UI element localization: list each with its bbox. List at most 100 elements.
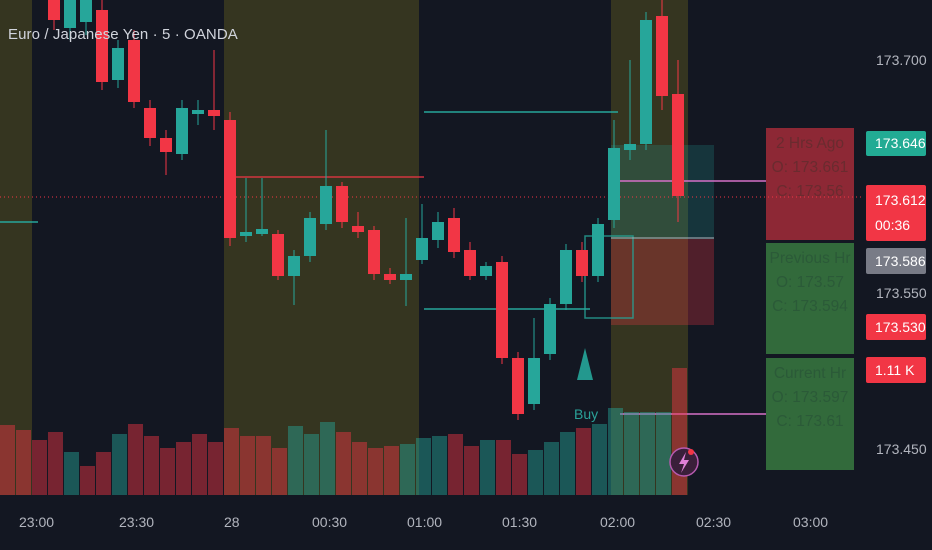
candle-body — [112, 48, 124, 80]
candles — [48, 0, 684, 420]
candlestick-chart[interactable] — [0, 0, 862, 495]
volume-bar — [608, 408, 623, 495]
candle-body — [64, 0, 76, 28]
volume-bar — [464, 446, 479, 495]
session-band — [224, 0, 419, 495]
candle-body — [400, 274, 412, 280]
candle-body — [48, 0, 60, 20]
volume-bar — [144, 436, 159, 495]
candle-body — [416, 238, 428, 260]
volume-bar — [496, 440, 511, 495]
volume-bar — [624, 412, 639, 495]
time-label: 00:30 — [312, 514, 348, 530]
info-box-2hrs-ago: 2 Hrs Ago O: 173.661 C: 173.56 — [766, 128, 854, 240]
candle-body — [240, 232, 252, 236]
volume-bar — [80, 466, 95, 495]
box-open: O: 173.57 — [775, 274, 845, 291]
candle-body — [288, 256, 300, 276]
volume-bar — [592, 424, 607, 495]
volume-bar — [240, 436, 255, 495]
lightning-icon[interactable] — [669, 447, 699, 477]
candle-body — [544, 304, 556, 354]
price-tag-low: 173.530 — [866, 314, 926, 340]
volume-bar — [304, 434, 319, 495]
volume-bar — [256, 436, 271, 495]
session-band — [0, 0, 32, 495]
volume-bar — [288, 426, 303, 495]
buy-arrow-icon — [577, 348, 593, 380]
volume-bar — [64, 452, 79, 495]
candle-body — [384, 274, 396, 280]
candle-body — [128, 40, 140, 102]
price-tag-high: 173.646 — [866, 131, 926, 156]
volume-bar — [224, 428, 239, 495]
candle-body — [464, 250, 476, 276]
volume-bar — [192, 434, 207, 495]
time-label: 28 — [224, 514, 240, 530]
candle-body — [448, 218, 460, 252]
candle-body — [256, 229, 268, 234]
price-axis[interactable] — [862, 0, 932, 495]
box-open: O: 173.661 — [771, 159, 849, 176]
candle-body — [560, 250, 572, 304]
candle-body — [528, 358, 540, 404]
range-box-early — [584, 235, 634, 319]
range-box-prev2 — [611, 239, 714, 325]
candle-body — [272, 234, 284, 276]
info-box-previous-hr: Previous Hr O: 173.57 C: 173.594 — [766, 243, 854, 354]
volume-bar — [16, 430, 31, 495]
volume-bar — [0, 425, 15, 495]
info-box-current-hr: Current Hr O: 173.597 C: 173.61 — [766, 358, 854, 470]
candle-body — [80, 0, 92, 22]
volume-bar — [384, 446, 399, 495]
time-label: 23:00 — [19, 514, 55, 530]
volume-bar — [272, 448, 287, 495]
box-title: Current Hr — [773, 365, 847, 382]
time-label: 01:00 — [407, 514, 443, 530]
price-tag-current: 173.612 00:36 — [866, 185, 926, 241]
volume-bar — [656, 412, 671, 495]
buy-signal-label: Buy — [574, 406, 599, 422]
chart-title: Euro / Japanese Yen · 5 · OANDA — [8, 26, 238, 43]
price-label: 173.450 — [876, 441, 927, 457]
candle-body — [624, 144, 636, 150]
time-label: 23:30 — [119, 514, 155, 530]
candle-body — [656, 16, 668, 96]
candle-body — [224, 120, 236, 238]
time-label: 01:30 — [502, 514, 538, 530]
volume-bar — [352, 442, 367, 495]
volume-bar — [480, 440, 495, 495]
volume-bar — [528, 450, 543, 495]
time-label: 03:00 — [793, 514, 829, 530]
volume-bar — [160, 448, 175, 495]
volume-bar — [512, 454, 527, 495]
candle-body — [208, 110, 220, 116]
candle-body — [176, 108, 188, 154]
price-label: 173.550 — [876, 285, 927, 301]
box-title: 2 Hrs Ago — [775, 135, 845, 152]
candle-body — [352, 226, 364, 232]
box-close: C: 173.61 — [776, 413, 844, 430]
price-label: 173.700 — [876, 52, 927, 68]
candle-body — [640, 20, 652, 144]
volume-bar — [448, 434, 463, 495]
candle-body — [592, 224, 604, 276]
session-highlights — [0, 0, 688, 495]
current-price: 173.612 — [875, 192, 926, 208]
volume-bar — [48, 432, 63, 495]
volume-bar — [208, 442, 223, 495]
volume-bar — [416, 438, 431, 495]
candle-body — [160, 138, 172, 152]
time-axis[interactable] — [0, 495, 932, 550]
candle-body — [368, 230, 380, 274]
volume-bars — [0, 368, 687, 495]
volume-bar — [96, 452, 111, 495]
box-close: C: 173.594 — [772, 298, 848, 315]
volume-bar — [400, 444, 415, 495]
volume-bar — [336, 432, 351, 495]
volume-bar — [544, 442, 559, 495]
candle-body — [432, 222, 444, 240]
chart-area[interactable]: Euro / Japanese Yen · 5 · OANDA Buy 2 Hr… — [0, 0, 862, 495]
time-label: 02:00 — [600, 514, 636, 530]
price-tag-mid: 173.586 — [866, 248, 926, 274]
